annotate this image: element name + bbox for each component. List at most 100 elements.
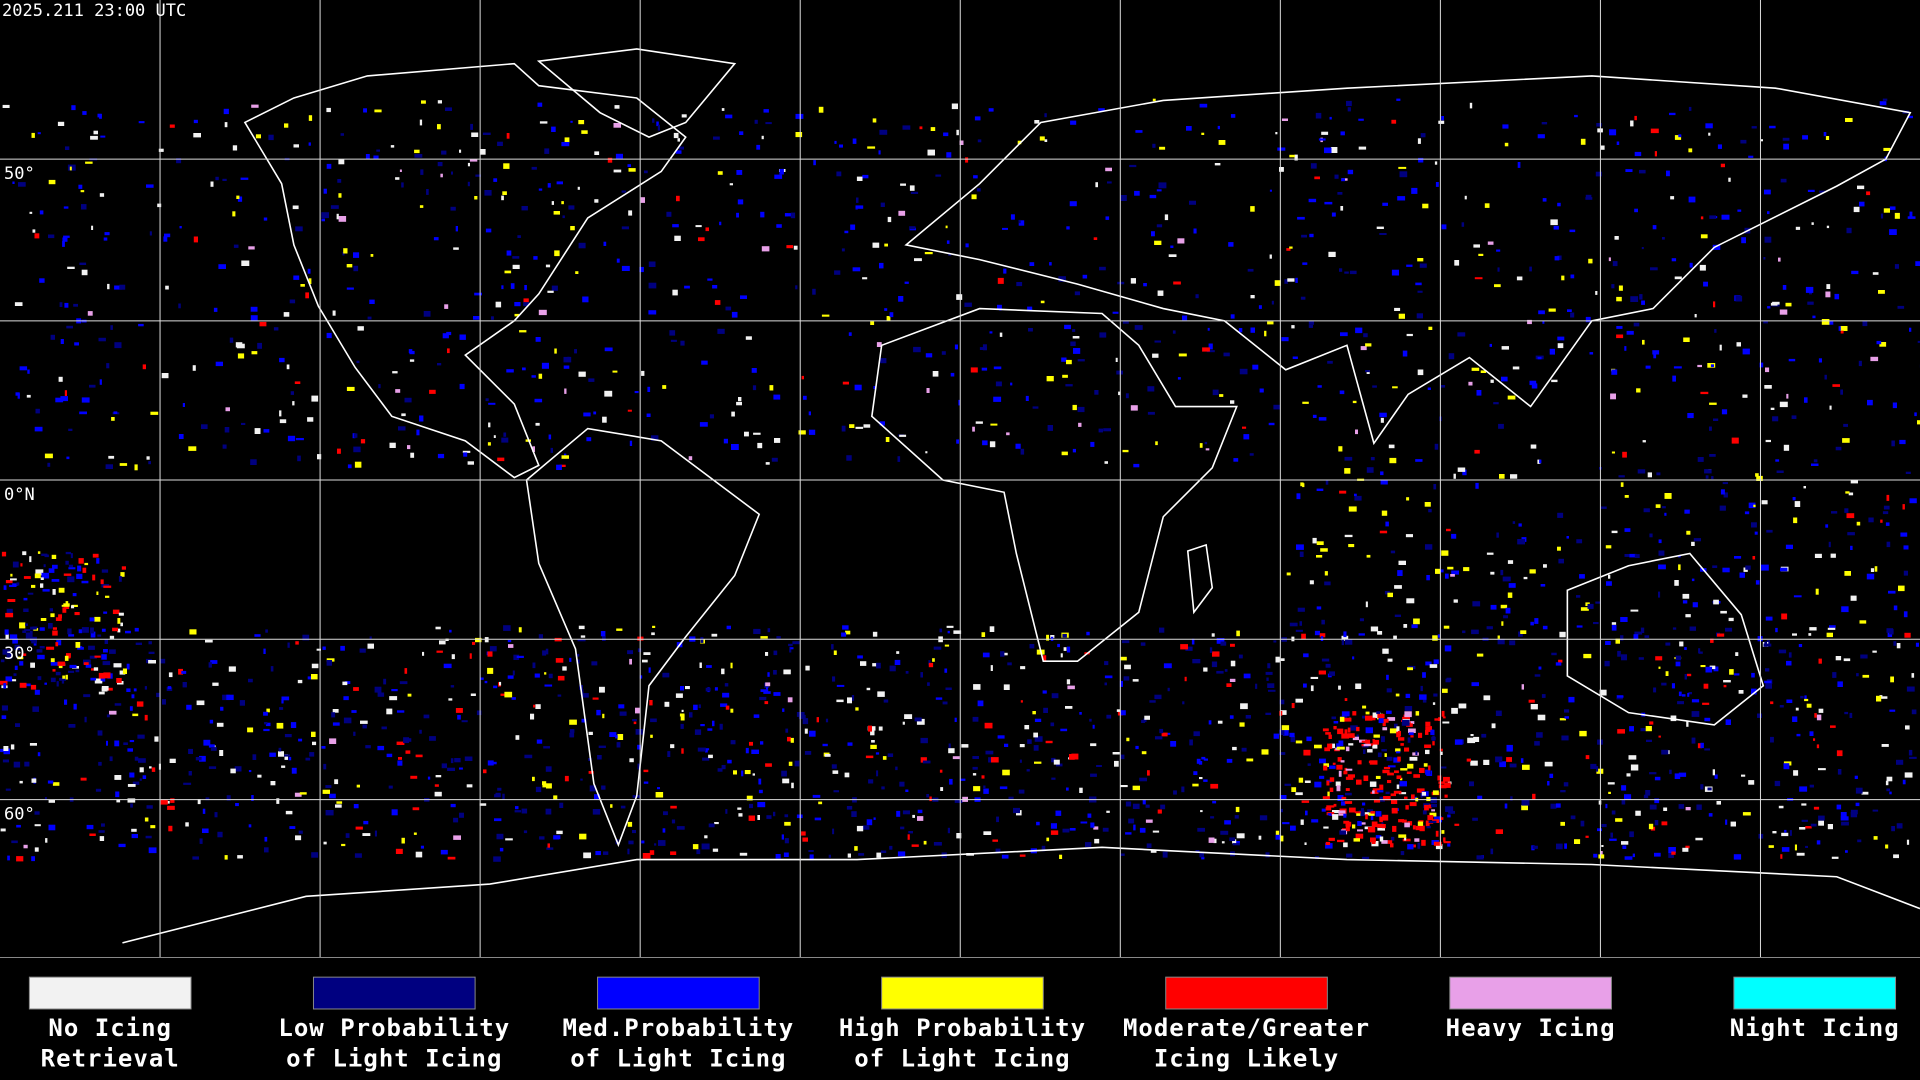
icing-pixel <box>1152 143 1156 148</box>
icing-pixel <box>1709 402 1717 405</box>
icing-pixel <box>51 579 60 582</box>
icing-pixel <box>52 630 58 636</box>
icing-pixel <box>736 401 742 406</box>
icing-pixel <box>1252 364 1259 370</box>
icing-pixel <box>1333 721 1339 724</box>
icing-pixel <box>635 707 640 714</box>
icing-pixel <box>751 368 757 373</box>
icing-pixel <box>1362 715 1367 719</box>
icing-pixel <box>210 747 217 751</box>
icing-pixel <box>79 262 87 265</box>
icing-pixel <box>705 748 710 751</box>
icing-pixel <box>1047 425 1053 431</box>
icing-pixel <box>773 692 781 696</box>
icing-pixel <box>13 673 17 676</box>
icing-pixel <box>146 184 154 188</box>
icing-pixel <box>1203 758 1208 761</box>
icing-pixel <box>985 750 994 755</box>
icing-pixel <box>445 107 452 111</box>
icing-pixel <box>1070 120 1077 125</box>
icing-pixel <box>232 145 238 151</box>
icing-pixel <box>1585 316 1591 323</box>
icing-pixel <box>1375 811 1382 817</box>
icing-pixel <box>265 722 271 727</box>
icing-pixel <box>880 358 887 364</box>
icing-pixel <box>701 843 710 850</box>
icing-pixel <box>1232 839 1237 844</box>
icing-pixel <box>1385 521 1389 527</box>
icing-pixel <box>1147 411 1155 415</box>
icing-pixel <box>965 157 969 163</box>
icing-pixel <box>878 150 881 155</box>
coastline <box>1566 552 1765 726</box>
icing-pixel <box>832 828 835 835</box>
icing-pixel <box>5 612 14 618</box>
icing-pixel <box>50 662 58 666</box>
icing-pixel <box>1648 823 1654 830</box>
icing-pixel <box>884 243 888 247</box>
icing-pixel <box>534 398 543 403</box>
icing-pixel <box>1686 673 1692 677</box>
icing-pixel <box>1219 394 1224 397</box>
icing-pixel <box>101 654 107 660</box>
icing-pixel <box>999 786 1008 790</box>
icing-pixel <box>433 237 439 241</box>
icing-pixel <box>1181 786 1185 793</box>
icing-pixel <box>1890 676 1894 683</box>
icing-pixel <box>1809 627 1817 631</box>
icing-pixel <box>757 815 760 820</box>
icing-pixel <box>146 456 150 460</box>
icing-pixel <box>514 810 522 813</box>
icing-pixel <box>1407 721 1415 724</box>
icing-pixel <box>1345 776 1354 780</box>
icing-pixel <box>1191 638 1195 645</box>
icing-pixel <box>1669 769 1672 775</box>
icing-pixel <box>29 211 33 214</box>
icing-pixel <box>1170 741 1177 747</box>
icing-pixel <box>1322 796 1330 800</box>
icing-pixel <box>976 188 981 192</box>
icing-pixel <box>1185 646 1193 651</box>
icing-pixel <box>1337 795 1344 801</box>
icing-pixel <box>120 622 123 627</box>
icing-pixel <box>556 464 562 470</box>
icing-pixel <box>1434 718 1441 721</box>
icing-pixel <box>1229 715 1234 719</box>
icing-pixel <box>1558 659 1563 663</box>
icing-pixel <box>343 696 349 701</box>
icing-pixel <box>1713 599 1719 605</box>
icing-pixel <box>857 655 863 659</box>
icing-pixel <box>23 608 29 612</box>
icing-pixel <box>68 567 76 570</box>
icing-pixel <box>1119 680 1123 687</box>
icing-pixel <box>847 853 851 858</box>
icing-pixel <box>496 833 504 840</box>
icing-pixel <box>234 766 242 772</box>
icing-pixel <box>99 836 105 841</box>
icing-pixel <box>1714 329 1717 333</box>
icing-pixel <box>1638 657 1644 660</box>
icing-pixel <box>90 135 98 140</box>
icing-pixel <box>1502 124 1509 129</box>
icing-pixel <box>1656 472 1661 476</box>
icing-pixel <box>1008 796 1014 801</box>
icing-pixel <box>1616 326 1623 329</box>
icing-pixel <box>634 391 639 394</box>
icing-pixel <box>127 784 136 787</box>
icing-pixel <box>1700 234 1708 239</box>
icing-pixel <box>434 784 439 787</box>
icing-pixel <box>1416 313 1423 319</box>
icing-pixel <box>1629 726 1634 732</box>
icing-pixel <box>65 551 71 555</box>
icing-pixel <box>369 636 372 640</box>
icing-pixel <box>322 646 326 650</box>
icing-pixel <box>507 675 514 679</box>
icing-pixel <box>1002 227 1008 230</box>
icing-pixel <box>1725 627 1733 632</box>
icing-pixel <box>670 744 675 749</box>
icing-pixel <box>1486 552 1494 555</box>
icing-pixel <box>993 366 1002 370</box>
icing-pixel <box>1716 801 1721 805</box>
icing-pixel <box>900 826 905 830</box>
